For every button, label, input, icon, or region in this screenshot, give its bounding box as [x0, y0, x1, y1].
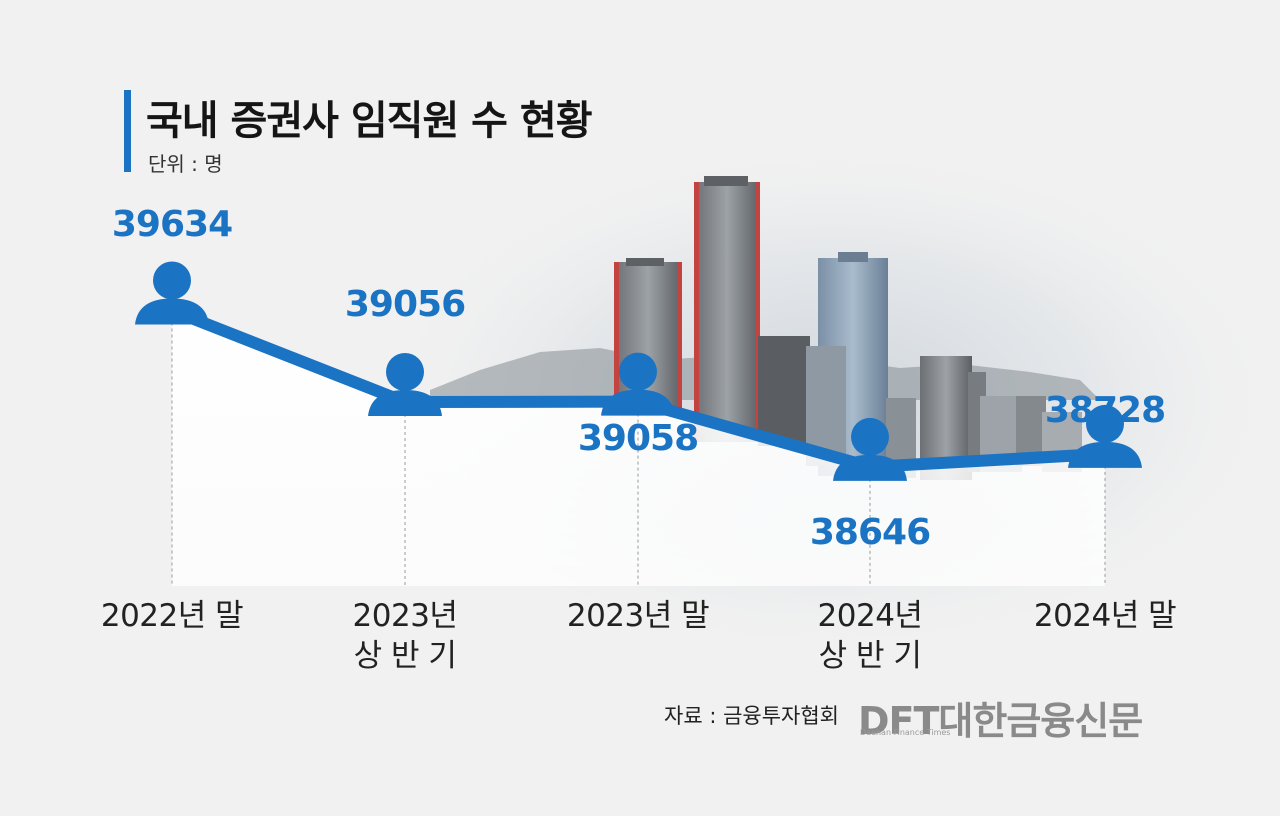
category-label: 2022년 말: [72, 596, 272, 636]
category-label-line: 2023년 말: [566, 598, 710, 634]
logo-text: DFT대한금융신문: [858, 699, 1143, 743]
person-icon: [135, 261, 209, 325]
publisher-logo: DFT대한금융신문 Daehan Finance Times: [850, 690, 1180, 743]
category-label-line: 2023년: [352, 598, 458, 634]
data-label: 39056: [344, 284, 466, 325]
category-label: 2023년 말: [538, 596, 738, 636]
person-icon: [1068, 404, 1142, 468]
data-label: 39058: [577, 418, 699, 459]
category-label-line: 상 반 기: [818, 638, 922, 674]
logo-subtext: Daehan Finance Times: [860, 728, 951, 737]
person-icon: [601, 352, 675, 416]
data-label: 38728: [1044, 390, 1166, 431]
data-label: 38646: [809, 512, 931, 553]
category-label-line: 2024년: [817, 598, 923, 634]
category-label-line: 상 반 기: [353, 638, 457, 674]
person-markers: [135, 261, 1142, 481]
person-icon: [368, 352, 442, 416]
person-icon: [833, 417, 907, 481]
chart-title: 국내 증권사 임직원 수 현황: [146, 98, 593, 144]
unit-label: 단위 : 명: [148, 152, 223, 176]
guide-lines: [171, 310, 1106, 586]
source-note: 자료 : 금융투자협회: [664, 704, 839, 728]
category-label-line: 2022년 말: [100, 598, 244, 634]
data-label: 39634: [111, 204, 233, 245]
title-accent-bar: [124, 90, 131, 172]
category-label-line: 2024년 말: [1033, 598, 1177, 634]
category-label: 2024년 말: [1005, 596, 1205, 636]
